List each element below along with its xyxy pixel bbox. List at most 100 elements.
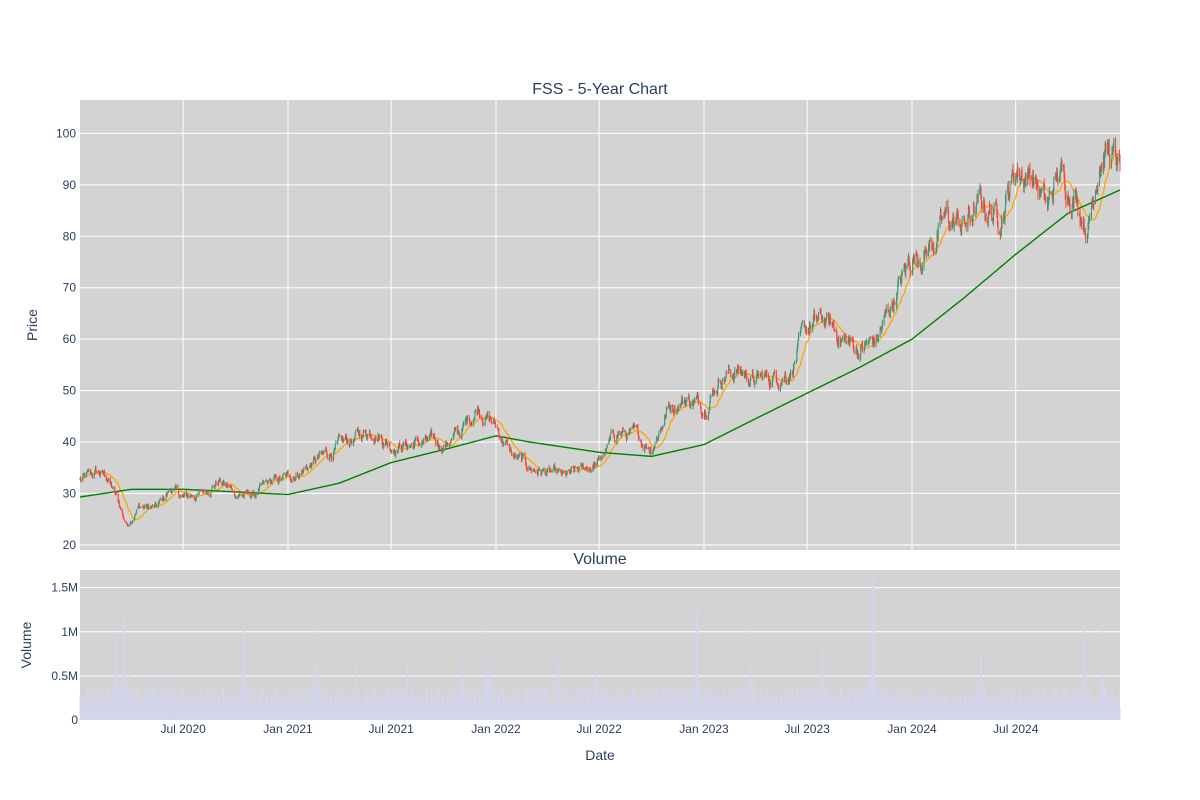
candle-body (289, 476, 291, 480)
volume-bar (935, 696, 937, 720)
candle-body (767, 375, 769, 378)
volume-bar (100, 698, 101, 720)
candle-body (698, 402, 700, 404)
candle-body (680, 404, 682, 407)
candle-body (485, 414, 487, 420)
candle-body (226, 484, 228, 487)
candle-body (714, 391, 716, 394)
volume-bar (227, 695, 229, 720)
volume-bar (258, 699, 260, 720)
candle-body (116, 492, 117, 494)
volume-bar (766, 685, 768, 720)
candle-body (398, 443, 400, 446)
candle-body (408, 445, 410, 447)
volume-bar (624, 707, 626, 720)
candle-body (349, 443, 350, 446)
candle-body (704, 411, 706, 418)
volume-bar (872, 578, 874, 720)
candle-body (653, 449, 655, 451)
candle-body (857, 352, 859, 356)
candle-body (708, 411, 710, 419)
candle-body (150, 507, 152, 509)
volume-bar (943, 693, 945, 720)
candle-body (980, 188, 982, 194)
volume-bar (419, 691, 421, 720)
volume-bar (724, 685, 725, 720)
candle-body (554, 464, 556, 471)
volume-bar (1045, 692, 1047, 720)
volume-bar (167, 674, 169, 720)
candle-body (1047, 199, 1049, 209)
volume-bar (725, 695, 727, 720)
volume-bar (836, 696, 838, 720)
candle-body (1072, 199, 1074, 209)
candle-body (494, 422, 496, 423)
volume-bar (354, 702, 356, 720)
candle-body (542, 470, 544, 471)
volume-bar (293, 685, 295, 720)
volume-bar (912, 703, 914, 720)
candle-body (844, 336, 846, 339)
candle-body (423, 439, 425, 444)
candle-body (277, 478, 279, 481)
volume-bar (283, 705, 285, 720)
candle-body (1011, 168, 1013, 176)
volume-bar (570, 693, 572, 720)
volume-bar (98, 697, 100, 720)
volume-bar (538, 707, 540, 720)
volume-bar (937, 700, 939, 720)
candle-body (167, 492, 169, 494)
candle-body (581, 464, 583, 467)
candle-body (102, 472, 104, 474)
candle-body (999, 230, 1001, 234)
candle-body (1039, 190, 1041, 197)
volume-bar (467, 698, 468, 720)
candle-body (760, 373, 762, 377)
candle-body (123, 519, 125, 522)
volume-bar (765, 702, 767, 720)
candle-body (249, 492, 251, 497)
candle-body (781, 383, 782, 385)
candle-body (944, 209, 946, 216)
volume-bar (672, 698, 674, 720)
candle-body (1108, 144, 1110, 154)
candle-body (1041, 187, 1043, 192)
volume-bar (828, 699, 830, 720)
candle-body (325, 448, 327, 452)
candle-body (538, 468, 540, 471)
volume-bar (243, 629, 245, 720)
candle-body (842, 337, 843, 339)
candle-body (438, 447, 440, 451)
candle-body (688, 395, 690, 397)
candle-body (677, 408, 679, 412)
volume-bar (696, 610, 698, 720)
candle-body (967, 214, 969, 228)
volume-bar (883, 686, 885, 720)
candle-body (481, 417, 483, 419)
candle-body (520, 454, 522, 456)
candle-body (245, 490, 247, 492)
candle-body (365, 429, 366, 433)
volume-bar (613, 691, 615, 720)
volume-bar (122, 689, 124, 720)
volume-bar (496, 705, 498, 720)
candle-body (624, 430, 626, 433)
volume-bar (957, 705, 959, 720)
candle-body (98, 472, 100, 475)
volume-bar (600, 690, 602, 720)
volume-plot-area[interactable] (80, 570, 1120, 720)
candle-body (139, 507, 141, 508)
volume-bar (685, 691, 687, 720)
candle-body (521, 457, 523, 461)
candle-body (402, 443, 404, 447)
candle-body (245, 490, 247, 493)
candle-body (820, 314, 822, 320)
volume-bar (861, 690, 863, 720)
candle-body (139, 507, 141, 508)
volume-bar (987, 705, 989, 720)
price-plot-area[interactable] (80, 100, 1120, 550)
candle-body (301, 470, 303, 472)
candle-body (957, 211, 959, 214)
volume-bar (470, 689, 472, 720)
volume-bar (649, 692, 651, 720)
